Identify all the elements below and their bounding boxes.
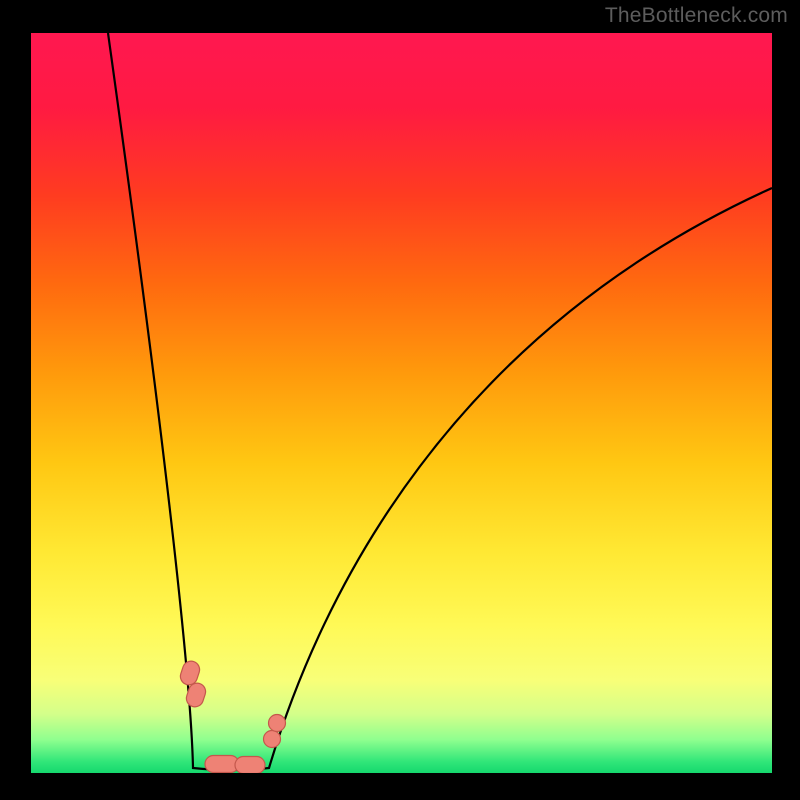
watermark: TheBottleneck.com xyxy=(605,4,788,28)
plot-background xyxy=(31,33,772,773)
marker-4 xyxy=(264,731,281,748)
bottleneck-plot xyxy=(31,33,772,773)
marker-2 xyxy=(205,756,239,773)
marker-5 xyxy=(269,715,286,732)
marker-3 xyxy=(235,757,265,774)
